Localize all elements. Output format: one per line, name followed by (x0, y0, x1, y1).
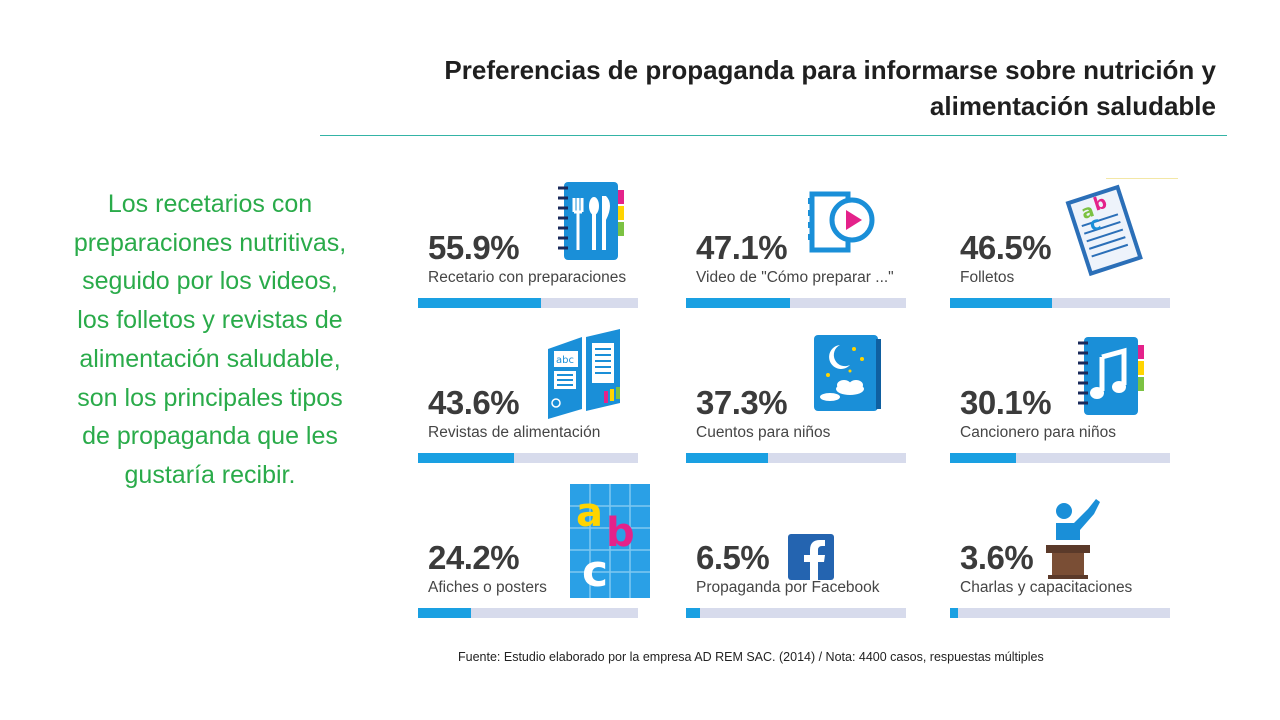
facebook-icon (788, 534, 834, 580)
recipe-book-icon (558, 182, 624, 260)
percentage-label: 37.3% (696, 384, 788, 421)
percentage-label: 6.5% (696, 539, 770, 576)
leaflet-icon: abc (1065, 184, 1143, 277)
infographic-card: 55.9% Recetario con preparaciones (418, 180, 648, 325)
percentage-label: 43.6% (428, 384, 520, 421)
category-label: Afiches o posters (428, 579, 547, 596)
svg-text:b: b (606, 510, 635, 556)
bar-track (418, 453, 638, 463)
category-label: Cancionero para niños (960, 424, 1116, 441)
bar (418, 608, 472, 618)
svg-text:c: c (582, 546, 608, 597)
bar-track (686, 298, 906, 308)
bar-track (950, 453, 1170, 463)
bar-track (950, 608, 1170, 618)
infographic-card: 6.5% Propaganda por Facebook (686, 490, 916, 635)
songbook-icon (1078, 337, 1144, 415)
source-note: Fuente: Estudio elaborado por la empresa… (458, 650, 1044, 664)
infographic-card: 3.6% Charlas y capacitaciones (950, 490, 1180, 635)
infographic-card: 47.1% Video de "Cómo preparar ..." (686, 180, 916, 325)
video-play-icon (808, 191, 875, 253)
bar-track (686, 608, 906, 618)
category-label: Propaganda por Facebook (696, 579, 880, 596)
storybook-icon (814, 335, 881, 411)
infographic-card: a b c 46.5% Folletos (950, 180, 1180, 325)
decorative-line (1106, 178, 1178, 179)
category-label: Charlas y capacitaciones (960, 579, 1133, 596)
bar (686, 453, 769, 463)
category-label: Recetario con preparaciones (428, 269, 627, 286)
bar (950, 608, 958, 618)
magazine-icon: abc (548, 329, 620, 419)
percentage-label: 46.5% (960, 229, 1052, 266)
poster-icon: a bc (570, 484, 650, 598)
bar (950, 453, 1017, 463)
bar-track (418, 298, 638, 308)
percentage-label: 3.6% (960, 539, 1034, 576)
category-label: Video de "Cómo preparar ..." (696, 269, 894, 286)
bar (418, 453, 514, 463)
category-label: Folletos (960, 269, 1015, 286)
svg-text:a: a (576, 490, 603, 536)
bar-track (686, 453, 906, 463)
infographic-card: abc 43.6% Revistas de alimentación (418, 329, 648, 480)
title-divider (320, 135, 1227, 136)
bar-track (418, 608, 638, 618)
percentage-label: 30.1% (960, 384, 1052, 421)
percentage-label: 47.1% (696, 229, 788, 266)
category-label: Revistas de alimentación (428, 424, 601, 441)
infographic-card: 30.1% Cancionero para niños (950, 335, 1180, 480)
bar (418, 298, 541, 308)
percentage-label: 55.9% (428, 229, 520, 266)
bar-track (950, 298, 1170, 308)
bar (686, 298, 790, 308)
infographic-card: 37.3% Cuentos para niños (686, 335, 916, 480)
category-label: Cuentos para niños (696, 424, 831, 441)
svg-text:abc: abc (556, 355, 574, 366)
infographic-card: a b c 24.2% Afiches o posters (418, 484, 650, 635)
bar (950, 298, 1053, 308)
bar (686, 608, 701, 618)
summary-text: Los recetarios con preparaciones nutriti… (73, 190, 347, 489)
lecture-icon (1046, 499, 1100, 579)
percentage-label: 24.2% (428, 539, 520, 576)
slide-title: Preferencias de propaganda para informar… (444, 55, 1216, 121)
svg-text:b: b (1091, 192, 1110, 216)
